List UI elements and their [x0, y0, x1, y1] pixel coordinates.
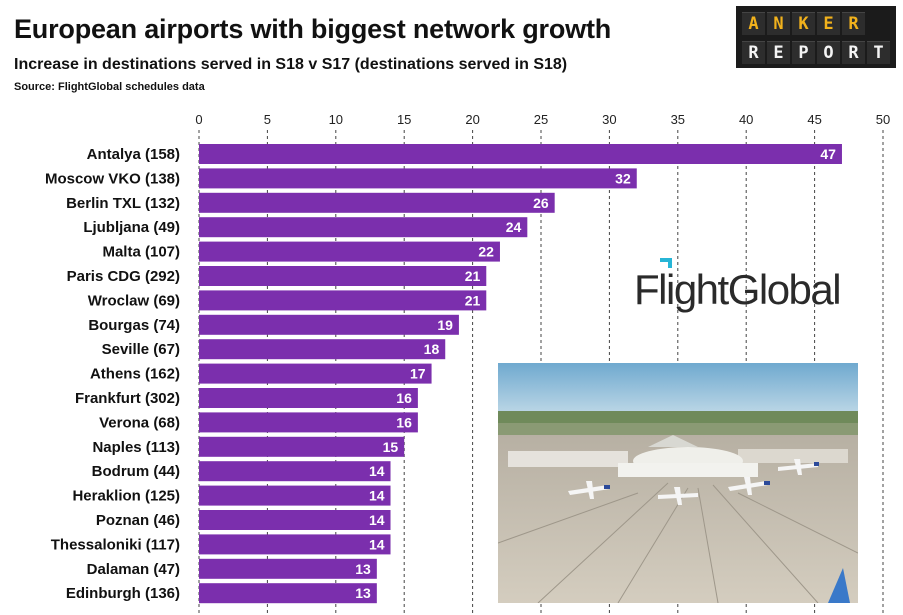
data-label: 21 — [465, 292, 481, 308]
bar — [199, 266, 487, 286]
x-tick-label: 35 — [671, 112, 685, 127]
x-tick-label: 10 — [329, 112, 343, 127]
x-tick-label: 5 — [264, 112, 271, 127]
bar — [199, 290, 487, 311]
source-note: Source: FlightGlobal schedules data — [14, 81, 205, 93]
airport-photo — [498, 363, 858, 603]
data-label: 22 — [478, 244, 494, 260]
bar — [199, 388, 418, 408]
x-tick-label: 50 — [876, 112, 890, 127]
data-label: 14 — [369, 512, 385, 528]
bar — [199, 583, 377, 604]
badge-letter: A — [742, 12, 765, 35]
category-label: Poznan (46) — [96, 512, 180, 529]
data-label: 32 — [615, 170, 631, 186]
data-label: 14 — [369, 463, 385, 479]
x-tick-label: 20 — [465, 112, 479, 127]
category-label: Seville (67) — [102, 341, 180, 358]
badge-letter: O — [817, 41, 840, 64]
data-label: 21 — [465, 268, 481, 284]
data-label: 16 — [396, 390, 412, 406]
category-label: Wroclaw (69) — [88, 292, 180, 309]
category-label: Edinburgh (136) — [66, 585, 180, 602]
bar — [199, 436, 405, 457]
chart-title: European airports with biggest network g… — [14, 14, 612, 44]
bar — [199, 363, 432, 384]
bar — [199, 558, 377, 579]
badge-letter: R — [842, 41, 865, 64]
x-tick-label: 30 — [602, 112, 616, 127]
bar — [199, 510, 391, 530]
x-tick-label: 40 — [739, 112, 753, 127]
bar — [199, 412, 418, 433]
badge-letter: R — [842, 12, 865, 35]
category-label: Paris CDG (292) — [67, 268, 180, 285]
data-label: 17 — [410, 366, 426, 382]
x-tick-label: 25 — [534, 112, 548, 127]
badge-letter: N — [767, 12, 790, 35]
badge-letter: E — [817, 12, 840, 35]
category-label: Moscow VKO (138) — [45, 170, 180, 187]
bar — [199, 339, 446, 360]
category-label: Frankfurt (302) — [75, 390, 180, 407]
bar — [199, 192, 555, 213]
bar-chart: 0 5 10 15 20 25 30 35 40 45 50 Antalya (158) 47 Mosco… — [45, 112, 890, 615]
badge-letter: K — [792, 12, 815, 35]
category-label: Ljubljana (49) — [83, 219, 180, 236]
data-label: 24 — [506, 219, 522, 235]
category-label: Bodrum (44) — [92, 463, 180, 480]
data-label: 18 — [424, 341, 440, 357]
logo-accent-mark — [660, 258, 672, 268]
data-label: 47 — [820, 146, 836, 162]
data-label: 14 — [369, 536, 385, 552]
bar — [199, 485, 391, 506]
category-label: Bourgas (74) — [88, 317, 180, 334]
data-label: 14 — [369, 488, 385, 504]
bar — [199, 461, 391, 482]
chart-subtitle: Increase in destinations served in S18 v… — [14, 56, 568, 73]
data-label: 26 — [533, 195, 549, 211]
data-label: 19 — [437, 317, 453, 333]
bar — [199, 168, 637, 189]
category-label: Athens (162) — [90, 366, 180, 383]
data-label: 13 — [355, 585, 371, 601]
badge-letter: E — [767, 41, 790, 64]
badge-letter: R — [742, 41, 765, 64]
category-label: Berlin TXL (132) — [66, 195, 180, 212]
category-label: Antalya (158) — [87, 146, 180, 163]
badge-letter: P — [792, 41, 815, 64]
bar — [199, 314, 459, 335]
category-label: Verona (68) — [99, 414, 180, 431]
category-label: Dalaman (47) — [87, 561, 180, 578]
x-tick-label: 0 — [195, 112, 202, 127]
category-label: Thessaloniki (117) — [51, 536, 180, 553]
bar — [199, 241, 500, 262]
flightglobal-logo: FlightGlobal — [634, 258, 864, 318]
x-tick-label: 45 — [807, 112, 821, 127]
data-label: 16 — [396, 414, 412, 430]
data-label: 13 — [355, 561, 371, 577]
badge-letter: T — [867, 41, 890, 64]
data-label: 15 — [383, 439, 399, 455]
bar — [199, 217, 528, 238]
bar — [199, 534, 391, 555]
x-tick-label: 15 — [397, 112, 411, 127]
bar — [199, 144, 842, 164]
category-label: Naples (113) — [92, 439, 180, 456]
logo-text: FlightGlobal — [634, 266, 842, 313]
category-label: Heraklion (125) — [72, 488, 180, 505]
category-label: Malta (107) — [102, 244, 180, 261]
